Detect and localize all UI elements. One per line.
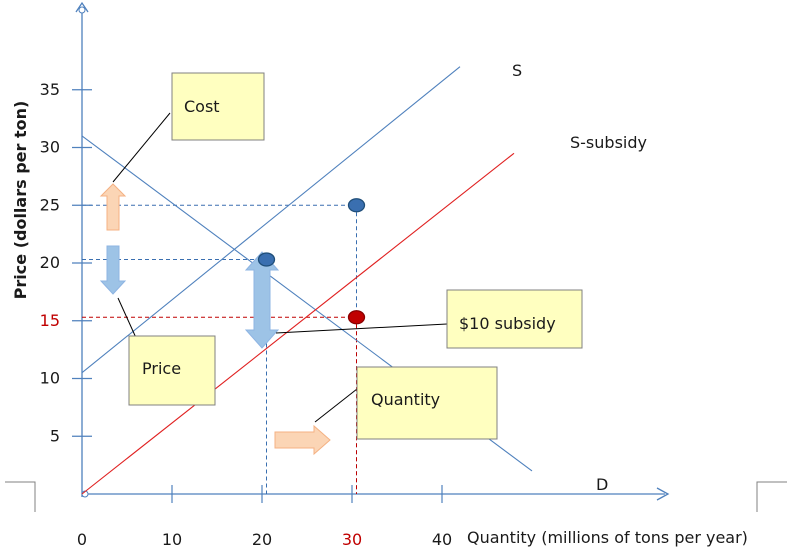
callout-text: Cost: [184, 97, 220, 116]
callouts: Cost Price $10 subsidy Quantity: [112, 72, 583, 440]
x-tick-label: 40: [432, 530, 452, 549]
ticks: 0 10 20 30 40 5 10 15 20 25 30 35: [40, 80, 453, 549]
series-label: D: [596, 475, 608, 494]
series-line-s-subsidy: [81, 152, 515, 495]
callout-leader: [275, 323, 448, 334]
callout-leader: [117, 297, 138, 341]
callout-text: Quantity: [371, 390, 440, 409]
corner-marks: [5, 481, 787, 512]
x-tick-label: 30: [342, 530, 362, 549]
arrows: [99, 183, 331, 456]
data-point: [347, 310, 366, 325]
y-tick-label: 10: [40, 369, 60, 388]
series-label: S-subsidy: [570, 133, 647, 152]
y-tick-label: 5: [50, 426, 60, 445]
y-tick-label: 25: [40, 195, 60, 214]
axis-labels: Quantity (millions of tons per year) Pric…: [11, 101, 748, 547]
y-tick-label: 35: [40, 80, 60, 99]
y-axis-end: [78, 6, 86, 14]
quantity-right-arrow: [274, 424, 331, 456]
corner-mark-right: [756, 481, 787, 512]
points: [257, 198, 366, 325]
callout-leader: [314, 388, 358, 423]
y-axis-label: Price (dollars per ton): [11, 101, 30, 300]
data-point: [257, 252, 276, 267]
x-tick-label: 20: [252, 530, 272, 549]
callout-text: $10 subsidy: [459, 314, 556, 333]
y-tick-label: 15: [40, 311, 60, 330]
callout-box: [171, 72, 265, 141]
series-labels: S D S-subsidy: [512, 61, 647, 494]
y-tick-label: 30: [40, 138, 60, 157]
x-tick-label: 0: [77, 530, 87, 549]
corner-mark-left: [5, 481, 36, 512]
subsidy-double-arrow: [244, 251, 280, 349]
series-line-s: [81, 66, 461, 374]
cost-up-arrow: [99, 183, 127, 231]
x-axis-label: Quantity (millions of tons per year): [467, 528, 748, 547]
callout-box: [446, 289, 583, 349]
callout-leader: [112, 112, 171, 183]
y-tick-label: 20: [40, 253, 60, 272]
callout-box: [356, 366, 498, 440]
callout-box: [128, 335, 216, 406]
data-point: [347, 198, 366, 213]
callout-text: Price: [142, 359, 181, 378]
x-tick-label: 10: [162, 530, 182, 549]
x-axis-arrow: [656, 487, 670, 501]
y-axis-arrow: [75, 1, 89, 13]
price-down-arrow: [99, 245, 127, 295]
series-label: S: [512, 61, 522, 80]
